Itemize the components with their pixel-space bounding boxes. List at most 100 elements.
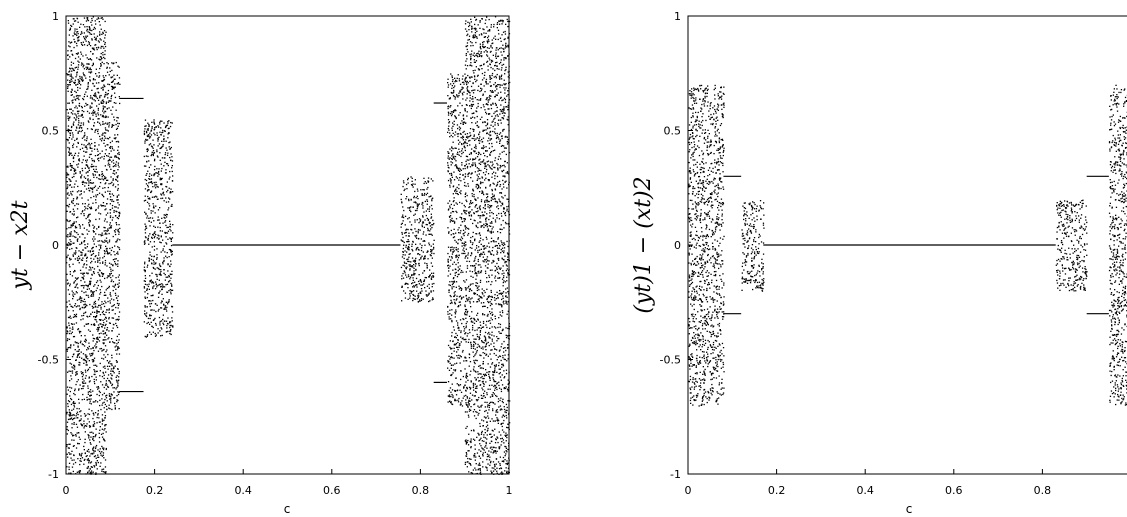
left-data-point bbox=[144, 296, 146, 298]
left-data-point bbox=[154, 335, 157, 337]
left-data-point bbox=[502, 175, 504, 177]
left-data-point bbox=[492, 420, 494, 422]
left-data-point bbox=[74, 316, 76, 318]
left-data-point bbox=[152, 150, 155, 152]
left-data-point bbox=[157, 156, 159, 158]
left-data-point bbox=[453, 157, 455, 159]
left-data-point bbox=[102, 123, 104, 125]
left-data-point bbox=[72, 18, 74, 20]
left-data-point bbox=[91, 97, 93, 99]
left-data-point bbox=[153, 152, 156, 154]
left-data-point bbox=[143, 200, 146, 202]
left-data-point bbox=[164, 274, 166, 276]
left-data-point bbox=[405, 244, 407, 246]
left-data-point bbox=[66, 306, 68, 308]
left-data-point bbox=[151, 236, 153, 238]
left-data-point bbox=[413, 201, 415, 203]
left-data-point bbox=[157, 145, 159, 147]
left-data-point bbox=[424, 244, 426, 246]
left-data-point bbox=[452, 364, 454, 366]
left-data-point bbox=[69, 81, 71, 84]
left-data-point bbox=[89, 250, 91, 252]
left-data-point bbox=[485, 171, 487, 173]
left-data-point bbox=[112, 81, 114, 83]
left-data-point bbox=[459, 355, 461, 357]
left-data-point bbox=[102, 99, 104, 101]
left-data-point bbox=[455, 390, 457, 392]
left-data-point bbox=[70, 24, 72, 27]
left-data-point bbox=[71, 290, 73, 292]
left-data-point bbox=[414, 221, 416, 223]
left-data-point bbox=[476, 289, 478, 292]
left-data-point bbox=[144, 229, 146, 231]
left-data-point bbox=[461, 104, 463, 107]
left-data-point bbox=[110, 263, 112, 265]
left-data-point bbox=[101, 357, 103, 359]
left-data-point bbox=[426, 203, 428, 205]
left-data-point bbox=[465, 244, 467, 246]
left-data-point bbox=[104, 137, 106, 139]
left-data-point bbox=[451, 85, 453, 87]
left-data-point bbox=[83, 32, 85, 34]
left-data-point bbox=[117, 117, 119, 119]
left-data-point bbox=[78, 471, 80, 473]
left-data-point bbox=[155, 172, 157, 174]
left-data-point bbox=[166, 191, 168, 193]
left-data-point bbox=[170, 238, 172, 241]
left-data-point bbox=[164, 306, 166, 308]
left-data-point bbox=[89, 71, 92, 73]
left-data-point bbox=[488, 260, 490, 262]
left-data-point bbox=[76, 107, 78, 109]
left-data-point bbox=[80, 23, 82, 25]
left-data-point bbox=[449, 207, 451, 209]
left-data-point bbox=[148, 257, 150, 259]
left-data-point bbox=[94, 435, 97, 437]
left-data-point bbox=[458, 179, 460, 181]
left-data-point bbox=[92, 111, 94, 113]
left-data-point bbox=[459, 404, 461, 406]
left-data-point bbox=[454, 155, 457, 158]
left-data-point bbox=[487, 83, 489, 85]
left-data-point bbox=[475, 144, 477, 146]
left-data-point bbox=[80, 423, 82, 425]
left-data-point bbox=[450, 318, 452, 320]
left-data-point bbox=[409, 278, 411, 280]
left-data-point bbox=[462, 168, 464, 170]
left-data-point bbox=[455, 160, 457, 162]
left-data-point bbox=[488, 454, 490, 456]
left-data-point bbox=[464, 167, 466, 170]
left-data-point bbox=[477, 222, 479, 224]
left-data-point bbox=[423, 283, 425, 285]
left-data-point bbox=[102, 205, 105, 207]
left-data-point bbox=[74, 231, 76, 233]
left-data-point bbox=[71, 200, 73, 202]
left-data-point bbox=[470, 320, 473, 322]
left-data-point bbox=[433, 252, 435, 255]
left-data-point bbox=[76, 240, 79, 242]
left-data-point bbox=[70, 126, 73, 129]
left-data-point bbox=[92, 82, 94, 85]
left-data-point bbox=[89, 220, 91, 222]
left-data-point bbox=[455, 117, 457, 120]
left-data-point bbox=[91, 39, 93, 41]
left-data-point bbox=[447, 344, 450, 347]
left-data-point bbox=[77, 37, 80, 39]
left-data-point bbox=[424, 276, 426, 279]
left-data-point bbox=[144, 270, 146, 273]
left-data-point bbox=[170, 188, 172, 190]
left-data-point bbox=[80, 410, 82, 412]
left-data-point bbox=[83, 227, 85, 229]
left-data-point bbox=[69, 248, 71, 250]
left-data-point bbox=[474, 270, 476, 272]
left-data-point bbox=[71, 125, 73, 128]
left-data-point bbox=[110, 370, 112, 372]
left-data-point bbox=[67, 20, 69, 22]
left-data-point bbox=[108, 74, 110, 76]
left-data-point bbox=[109, 216, 112, 219]
left-data-point bbox=[98, 72, 100, 74]
left-data-point bbox=[464, 461, 467, 464]
left-data-point bbox=[103, 305, 106, 308]
left-data-point bbox=[460, 230, 462, 232]
left-data-point bbox=[97, 327, 99, 329]
left-data-point bbox=[86, 148, 88, 150]
